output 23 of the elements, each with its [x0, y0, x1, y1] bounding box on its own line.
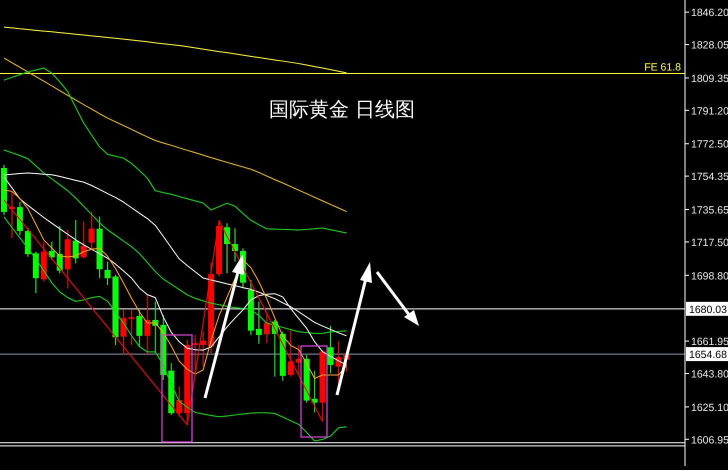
candlestick — [328, 325, 334, 374]
candlestick — [48, 241, 55, 260]
candlestick — [80, 221, 87, 259]
annotation: FE 61.8 — [644, 62, 682, 74]
candlestick — [144, 294, 150, 356]
candlestick — [264, 311, 270, 344]
candlestick — [72, 219, 79, 264]
ref-line-label: 1680.03 — [689, 304, 728, 316]
candlestick — [88, 211, 95, 250]
candlestick — [16, 201, 23, 236]
candlestick — [288, 329, 294, 378]
candlestick — [120, 309, 126, 356]
text: 国际黄金 日线图 — [269, 99, 415, 121]
line-series — [3, 216, 347, 442]
line-series — [3, 58, 347, 212]
candlestick — [200, 331, 206, 368]
candlestick — [128, 309, 134, 346]
candlestick — [104, 261, 111, 286]
line-series — [3, 68, 347, 234]
ref-line-label: 1654.68 — [689, 349, 728, 362]
candlestick — [256, 301, 262, 344]
candlestick — [24, 228, 31, 258]
candlestick — [136, 309, 142, 348]
